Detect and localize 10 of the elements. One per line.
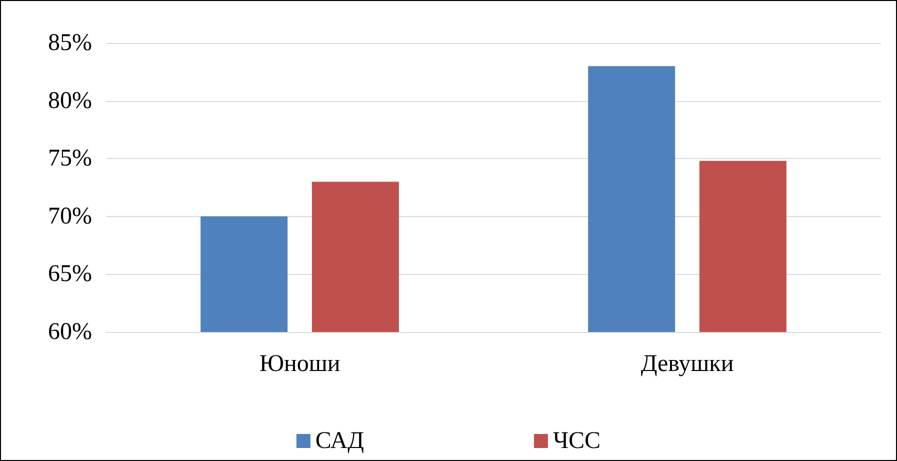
x-tick-label: Девушки	[640, 351, 734, 377]
y-tick-label: 85%	[48, 30, 92, 56]
y-tick-label: 75%	[48, 146, 92, 172]
y-tick-label: 60%	[48, 319, 92, 345]
y-tick-label: 70%	[48, 203, 92, 230]
y-tick-label: 80%	[48, 88, 92, 114]
y-tick-label: 65%	[48, 261, 92, 288]
legend-label: ЧСС	[552, 428, 601, 454]
x-tick-label: Юноши	[259, 351, 340, 377]
legend-label: САД	[315, 428, 364, 454]
